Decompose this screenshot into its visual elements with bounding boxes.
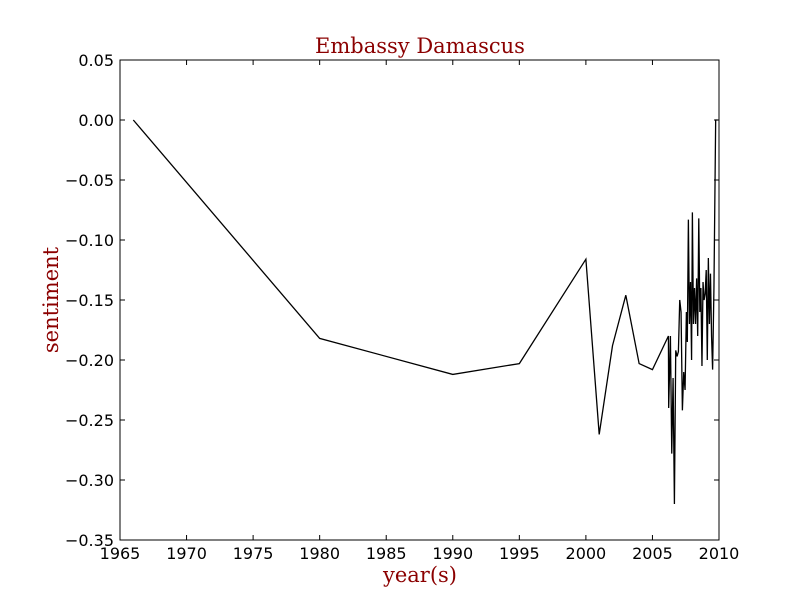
- y-tick-label: −0.35: [65, 531, 114, 550]
- y-tick-label: −0.15: [65, 291, 114, 310]
- x-tick-label: 1965: [100, 544, 141, 563]
- x-tick-label: 1980: [299, 544, 340, 563]
- y-tick-label: −0.05: [65, 171, 114, 190]
- chart-title: Embassy Damascus: [315, 34, 525, 58]
- plot-area: [132, 119, 718, 505]
- tick-labels: 1965 1970 1975 1980 1985 1990 1995 2000 2005 2010…: [65, 51, 739, 563]
- x-axis-label: year(s): [382, 563, 457, 587]
- x-tick-label: 2005: [632, 544, 673, 563]
- y-tick-label: −0.20: [65, 351, 114, 370]
- x-tick-label: 1985: [366, 544, 407, 563]
- y-tick-label: −0.30: [65, 471, 114, 490]
- x-tick-label: 1990: [432, 544, 473, 563]
- y-tick-label: −0.10: [65, 231, 114, 250]
- y-tick-label: −0.25: [65, 411, 114, 430]
- series-line-0: [132, 119, 718, 505]
- y-tick-label: 0.00: [78, 111, 114, 130]
- x-tick-label: 2010: [699, 544, 740, 563]
- x-tick-label: 1975: [233, 544, 274, 563]
- x-tick-label: 2000: [566, 544, 607, 563]
- x-tick-label: 1970: [166, 544, 207, 563]
- x-tick-label: 1995: [499, 544, 540, 563]
- y-tick-label: 0.05: [78, 51, 114, 70]
- y-axis-label: sentiment: [39, 246, 63, 353]
- plot-frame: [119, 59, 720, 541]
